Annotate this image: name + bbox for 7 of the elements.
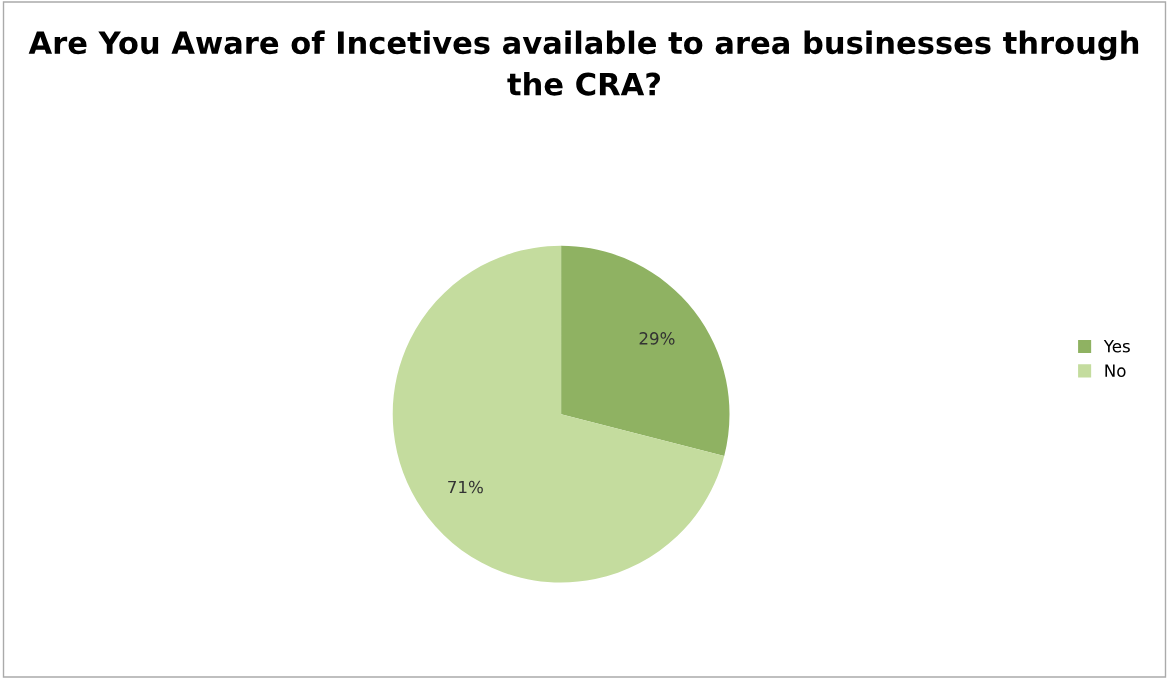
legend-label: Yes bbox=[1103, 340, 1130, 353]
chart-title: Are You Aware of Incetives available to area businesses through the CRA? bbox=[28, 30, 1139, 96]
pie-slice bbox=[561, 245, 730, 457]
pie-slice bbox=[392, 245, 725, 583]
data-label: 71% bbox=[448, 480, 483, 494]
data-label: 29% bbox=[639, 332, 675, 345]
legend-label: No bbox=[1105, 364, 1126, 377]
